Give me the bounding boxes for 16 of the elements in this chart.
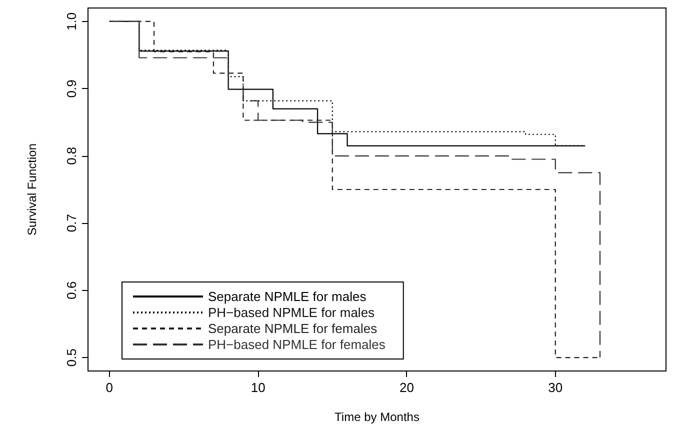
y-tick-label: 0.8 bbox=[64, 146, 79, 165]
text: Separate NPMLE for females bbox=[208, 321, 378, 336]
x-tick-label: 20 bbox=[400, 380, 414, 395]
text: Separate NPMLE for males bbox=[208, 289, 367, 304]
text: PH−based NPMLE for males bbox=[208, 305, 376, 320]
y-tick-label: 0.6 bbox=[64, 281, 79, 300]
x-tick-label: 30 bbox=[548, 380, 563, 395]
x-tick-label: 10 bbox=[250, 380, 266, 395]
y-tick-label: 0.9 bbox=[64, 80, 79, 98]
y-tick-label: 0.7 bbox=[64, 214, 79, 232]
y-tick-label: 1.0 bbox=[64, 12, 79, 30]
y-tick-label: 0.5 bbox=[64, 348, 79, 367]
text: PH−based NPMLE for females bbox=[208, 337, 386, 352]
y-axis-title: Survival Function bbox=[25, 143, 39, 236]
x-axis-title: Time by Months bbox=[334, 410, 420, 424]
x-tick-label: 0 bbox=[106, 380, 114, 395]
